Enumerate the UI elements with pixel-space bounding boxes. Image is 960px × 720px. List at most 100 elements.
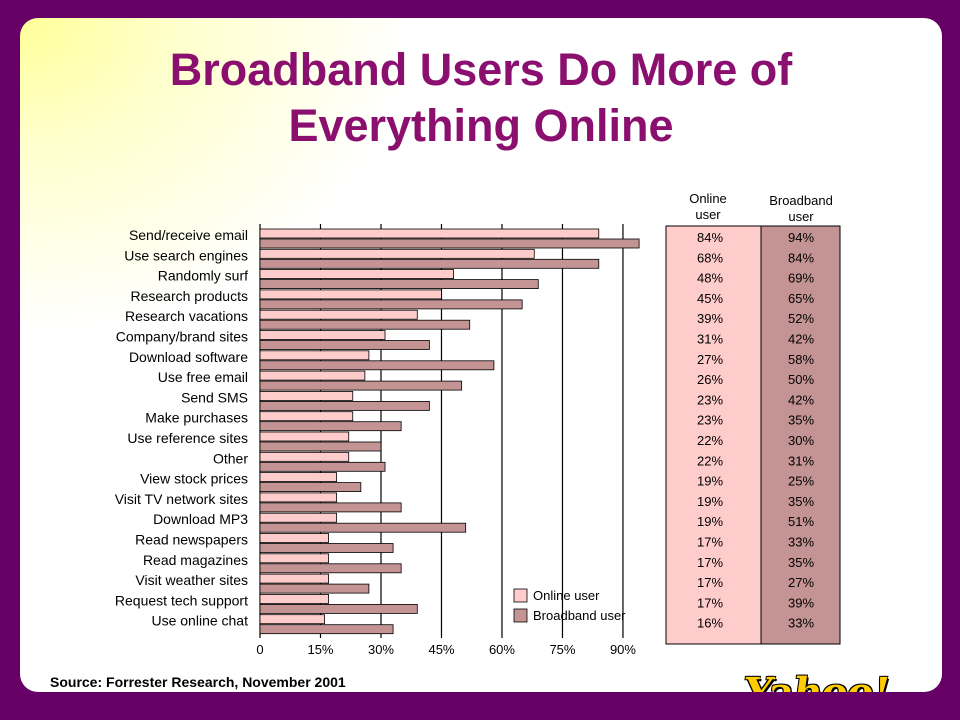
bar-broadband-user: [259, 238, 640, 249]
broadband-value-label: 33%: [788, 616, 814, 631]
bar-broadband-user: [259, 604, 418, 614]
category-label: Use free email: [158, 369, 248, 385]
bar-online-user: [259, 431, 350, 442]
logo-text: Yahoo!: [741, 669, 893, 692]
online-value-label: 45%: [697, 291, 723, 306]
broadband-value-label: 33%: [788, 535, 814, 550]
online-value-label: 31%: [697, 332, 723, 347]
online-values-panel: [665, 225, 762, 645]
category-label: Make purchases: [145, 410, 248, 426]
legend-swatch-broadband: [513, 608, 528, 623]
broadband-values-panel: [760, 225, 841, 645]
bar-chart: Send/receive email Use search engines Rand…: [115, 191, 841, 657]
category-label: Use online chat: [151, 613, 248, 629]
online-value-label: 48%: [697, 271, 723, 286]
bar-online-user: [259, 269, 454, 280]
bar-online-user: [259, 330, 386, 340]
broadband-value-label: 52%: [788, 311, 814, 326]
broadband-value-label: 25%: [788, 474, 814, 489]
bar-online-user: [259, 614, 325, 625]
online-value-label: 26%: [697, 372, 723, 387]
category-label: View stock prices: [140, 471, 248, 487]
bar-broadband-user: [259, 380, 463, 391]
broadband-value-label: 50%: [788, 372, 814, 387]
online-value-label: 17%: [697, 555, 723, 570]
bar-broadband-user: [259, 522, 467, 533]
online-value-label: 22%: [697, 433, 723, 448]
bar-broadband-user: [259, 502, 402, 513]
online-value-label: 19%: [697, 494, 723, 509]
broadband-value-label: 35%: [788, 494, 814, 509]
category-label: Research products: [130, 288, 248, 304]
source-note: Source: Forrester Research, November 200…: [50, 674, 346, 690]
broadband-value-label: 27%: [788, 575, 814, 590]
bar-broadband-user: [259, 624, 394, 635]
bar-broadband-user: [259, 563, 402, 574]
broadband-header-line1: Broadband: [769, 193, 833, 208]
bar-online-user: [259, 553, 329, 564]
online-value-label: 17%: [697, 535, 723, 550]
title-line-1: Broadband Users Do More of: [169, 44, 793, 95]
bar-online-user: [259, 228, 600, 239]
bar-online-user: [259, 309, 418, 320]
bar-broadband-user: [259, 421, 402, 432]
online-value-label: 17%: [697, 595, 723, 610]
legend-label-online: Online user: [533, 588, 600, 603]
yahoo-logo: Yahoo!®: [741, 669, 902, 692]
category-label: Randomly surf: [158, 268, 248, 284]
bar-broadband-user: [259, 583, 370, 594]
category-label: Research vacations: [125, 308, 248, 324]
bar-online-user: [259, 533, 329, 543]
bar-broadband-user: [259, 441, 382, 452]
category-label: Use search engines: [124, 247, 248, 263]
category-label: Other: [213, 450, 248, 466]
page-title: Broadband Users Do More of Everything On…: [20, 42, 942, 154]
bar-broadband-user: [259, 258, 600, 269]
online-value-label: 19%: [697, 514, 723, 529]
bar-online-user: [259, 451, 350, 462]
bar-online-user: [259, 390, 354, 401]
online-header-line1: Online: [689, 191, 727, 206]
x-tick-label: 15%: [307, 642, 333, 657]
bar-broadband-user: [259, 360, 495, 371]
online-header-line2: user: [695, 207, 721, 222]
broadband-value-label: 30%: [788, 433, 814, 448]
bar-online-user: [259, 248, 535, 259]
online-value-label: 39%: [697, 311, 723, 326]
bar-broadband-user: [259, 340, 430, 350]
online-value-label: 23%: [697, 392, 723, 407]
x-tick-label: 0: [256, 642, 263, 657]
x-tick-label: 90%: [610, 642, 636, 657]
bar-broadband-user: [259, 400, 430, 411]
category-label: Download MP3: [153, 511, 248, 527]
bar-broadband-user: [259, 279, 539, 290]
title-line-2: Everything Online: [288, 100, 674, 151]
slide: Broadband Users Do More of Everything On…: [20, 18, 942, 692]
bar-broadband-user: [259, 482, 362, 493]
online-value-label: 84%: [697, 230, 723, 245]
category-label: Use reference sites: [127, 430, 248, 446]
x-tick-label: 60%: [489, 642, 515, 657]
online-value-label: 16%: [697, 616, 723, 631]
category-label: Visit weather sites: [135, 572, 248, 588]
bar-online-user: [259, 289, 442, 300]
broadband-value-label: 58%: [788, 352, 814, 367]
broadband-value-label: 35%: [788, 555, 814, 570]
category-label: Download software: [129, 349, 248, 365]
broadband-value-label: 84%: [788, 250, 814, 265]
category-label: Request tech support: [115, 592, 248, 608]
category-label: Company/brand sites: [116, 329, 248, 345]
bar-broadband-user: [259, 299, 523, 310]
broadband-value-label: 94%: [788, 230, 814, 245]
broadband-header-line2: user: [788, 209, 814, 224]
legend-swatch-online: [513, 588, 528, 603]
bar-online-user: [259, 573, 329, 584]
bar-broadband-user: [259, 461, 386, 472]
broadband-value-label: 51%: [788, 514, 814, 529]
broadband-value-label: 65%: [788, 291, 814, 306]
online-value-label: 68%: [697, 250, 723, 265]
category-label: Read newspapers: [135, 532, 248, 548]
bar-online-user: [259, 594, 329, 604]
bar-online-user: [259, 411, 354, 422]
broadband-value-label: 31%: [788, 453, 814, 468]
